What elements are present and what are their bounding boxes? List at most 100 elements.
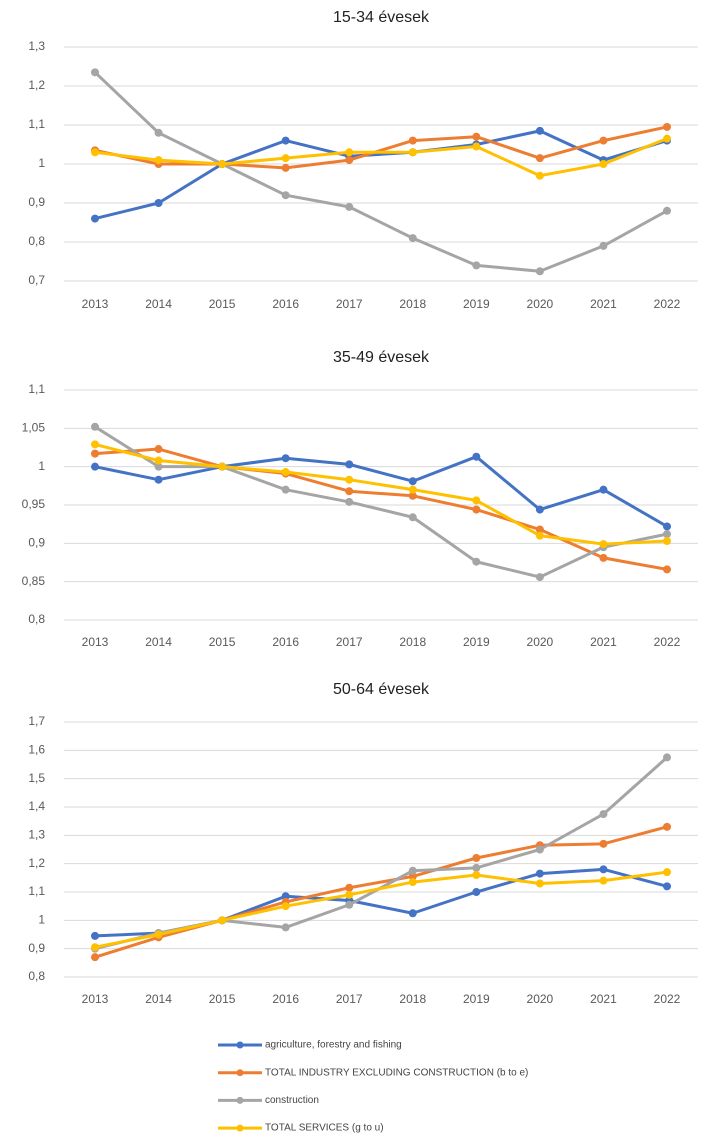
data-point (535, 171, 544, 180)
x-tick-label: 2016 (272, 992, 299, 1006)
data-point (535, 573, 544, 582)
y-tick-label: 1,4 (28, 799, 45, 813)
data-point (663, 522, 671, 531)
data-point (91, 462, 99, 471)
x-tick-label: 2021 (590, 297, 617, 311)
data-point (408, 136, 417, 145)
series-line (94, 455, 668, 528)
data-point (599, 839, 608, 848)
data-point (345, 460, 354, 469)
x-tick-label: 2018 (399, 992, 426, 1006)
data-point (154, 456, 163, 465)
y-tick-label: 1,1 (28, 382, 45, 396)
data-point (218, 916, 227, 925)
x-tick-label: 2015 (209, 992, 236, 1006)
y-tick-label: 0,7 (28, 273, 45, 287)
legend-label: TOTAL SERVICES (g to u) (265, 1123, 384, 1134)
data-point (154, 475, 163, 484)
data-point (345, 487, 354, 496)
data-point (345, 497, 354, 506)
chart-title: 15-34 évesek (333, 9, 430, 26)
y-tick-label: 0,9 (28, 536, 45, 550)
data-point (154, 462, 163, 471)
series-line (94, 125, 668, 170)
x-tick-label: 2019 (463, 297, 490, 311)
data-point (345, 156, 354, 165)
legend-label: construction (265, 1095, 319, 1106)
data-point (599, 540, 608, 549)
y-tick-label: 1,2 (28, 78, 45, 92)
x-tick-label: 2017 (336, 635, 363, 649)
x-tick-label: 2022 (654, 635, 681, 649)
data-point (599, 865, 608, 874)
data-point (408, 491, 417, 500)
data-point (91, 148, 99, 157)
data-point (472, 496, 481, 505)
data-point (663, 134, 671, 143)
y-tick-label: 0,9 (28, 195, 45, 209)
data-point (154, 128, 163, 137)
x-tick-label: 2021 (590, 992, 617, 1006)
data-point (663, 822, 671, 831)
series-line (94, 129, 668, 221)
data-point (408, 872, 417, 881)
data-point (218, 462, 227, 471)
y-tick-label: 0,8 (28, 234, 45, 248)
data-point (345, 475, 354, 484)
data-point (535, 126, 544, 135)
data-point (154, 199, 163, 207)
data-point (281, 154, 290, 163)
y-tick-label: 1,3 (28, 828, 45, 842)
data-point (472, 888, 481, 896)
data-point (663, 868, 671, 877)
data-point (599, 810, 608, 819)
data-point (218, 160, 227, 168)
y-tick-label: 1,2 (28, 856, 45, 870)
data-point (91, 931, 99, 940)
y-tick-label: 1,5 (28, 771, 45, 785)
data-point (599, 876, 608, 885)
data-point (281, 454, 290, 463)
data-point (472, 142, 481, 151)
data-point (599, 160, 608, 168)
x-tick-label: 2014 (145, 635, 172, 649)
data-point (281, 136, 290, 145)
x-tick-label: 2013 (82, 297, 109, 311)
x-tick-label: 2015 (209, 635, 236, 649)
series-line (94, 447, 668, 571)
data-point (281, 485, 290, 494)
y-tick-label: 1,05 (22, 421, 46, 435)
y-tick-label: 1,3 (28, 39, 45, 53)
legend-label: TOTAL INDUSTRY EXCLUDING CONSTRUCTION (b… (265, 1067, 528, 1078)
data-point (345, 883, 354, 892)
x-tick-label: 2013 (82, 635, 109, 649)
x-tick-label: 2020 (527, 992, 554, 1006)
data-point (535, 267, 544, 276)
series-line (93, 71, 668, 273)
data-point (281, 163, 290, 172)
data-point (535, 154, 544, 163)
data-point (91, 449, 99, 458)
data-point (154, 445, 163, 454)
data-point (91, 943, 99, 952)
x-tick-label: 2018 (399, 297, 426, 311)
data-point (91, 440, 99, 449)
x-tick-label: 2017 (336, 297, 363, 311)
y-tick-label: 1,6 (28, 743, 45, 757)
data-point (663, 122, 671, 131)
y-tick-label: 1 (38, 459, 45, 473)
legend-marker (236, 1041, 244, 1049)
data-point (91, 422, 99, 431)
x-tick-label: 2016 (272, 635, 299, 649)
series-line (94, 425, 668, 579)
y-tick-label: 1,1 (28, 117, 45, 131)
x-tick-label: 2019 (463, 992, 490, 1006)
data-point (345, 148, 354, 157)
data-point (535, 879, 544, 888)
series-line (94, 867, 668, 938)
data-point (281, 892, 290, 901)
x-tick-label: 2016 (272, 297, 299, 311)
x-tick-label: 2020 (527, 297, 554, 311)
data-point (408, 909, 417, 918)
data-point (663, 565, 671, 574)
